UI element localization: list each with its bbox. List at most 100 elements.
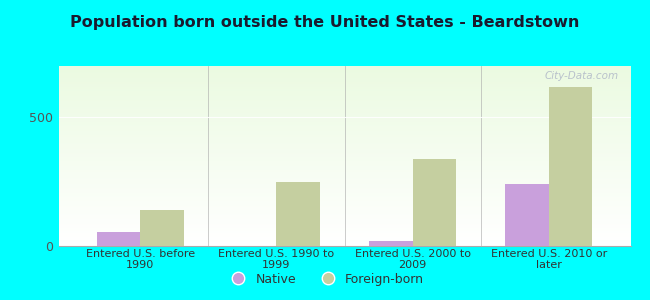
Bar xyxy=(58,235,630,236)
Bar xyxy=(58,181,630,182)
Bar xyxy=(58,191,630,192)
Bar xyxy=(58,221,630,222)
Bar xyxy=(58,116,630,117)
Bar xyxy=(58,153,630,154)
Bar xyxy=(58,135,630,136)
Bar xyxy=(58,236,630,237)
Bar xyxy=(58,231,630,232)
Bar xyxy=(58,239,630,240)
Bar xyxy=(58,72,630,73)
Bar xyxy=(58,117,630,118)
Bar xyxy=(58,226,630,227)
Bar xyxy=(58,99,630,100)
Bar xyxy=(58,105,630,106)
Bar xyxy=(58,161,630,162)
Bar xyxy=(58,144,630,145)
Bar xyxy=(58,79,630,80)
Bar xyxy=(58,81,630,82)
Bar xyxy=(58,78,630,79)
Text: Population born outside the United States - Beardstown: Population born outside the United State… xyxy=(70,15,580,30)
Bar xyxy=(58,138,630,139)
Bar xyxy=(58,193,630,194)
Bar xyxy=(58,86,630,87)
Bar xyxy=(58,183,630,184)
Bar xyxy=(58,197,630,198)
Bar xyxy=(369,242,413,246)
Bar xyxy=(140,210,184,246)
Bar xyxy=(58,97,630,98)
Bar xyxy=(58,76,630,77)
Bar xyxy=(58,210,630,211)
Bar xyxy=(58,68,630,69)
Bar xyxy=(58,217,630,218)
Bar xyxy=(58,211,630,212)
Bar xyxy=(58,175,630,176)
Bar xyxy=(58,233,630,234)
Bar xyxy=(58,150,630,151)
Bar xyxy=(58,223,630,224)
Bar xyxy=(58,127,630,128)
Bar xyxy=(58,187,630,188)
Bar xyxy=(58,202,630,203)
Bar xyxy=(58,186,630,187)
Bar xyxy=(58,237,630,238)
Bar xyxy=(58,157,630,158)
Bar xyxy=(58,212,630,213)
Bar xyxy=(58,147,630,148)
Bar xyxy=(58,169,630,170)
Bar xyxy=(58,89,630,90)
Bar xyxy=(58,196,630,197)
Bar xyxy=(58,91,630,92)
Bar xyxy=(58,209,630,210)
Bar xyxy=(58,164,630,165)
Bar xyxy=(58,75,630,76)
Bar xyxy=(58,225,630,226)
Bar xyxy=(58,220,630,221)
Bar xyxy=(58,137,630,138)
Bar xyxy=(58,243,630,244)
Bar xyxy=(58,109,630,110)
Bar xyxy=(58,162,630,163)
Bar xyxy=(58,96,630,97)
Bar xyxy=(58,151,630,152)
Bar xyxy=(58,232,630,233)
Bar xyxy=(58,167,630,168)
Bar xyxy=(58,206,630,207)
Bar xyxy=(58,174,630,175)
Bar xyxy=(58,177,630,178)
Bar xyxy=(58,214,630,215)
Bar xyxy=(58,158,630,159)
Bar xyxy=(58,112,630,113)
Bar xyxy=(413,159,456,246)
Bar xyxy=(58,115,630,116)
Bar xyxy=(58,242,630,243)
Bar xyxy=(58,148,630,149)
Bar xyxy=(58,163,630,164)
Bar xyxy=(58,159,630,160)
Bar xyxy=(58,143,630,144)
Bar xyxy=(58,152,630,153)
Bar xyxy=(58,145,630,146)
Legend: Native, Foreign-born: Native, Foreign-born xyxy=(221,268,429,291)
Bar xyxy=(58,134,630,135)
Bar xyxy=(58,168,630,169)
Bar xyxy=(58,224,630,225)
Bar xyxy=(58,66,630,67)
Bar xyxy=(58,126,630,127)
Bar xyxy=(58,139,630,140)
Bar xyxy=(58,185,630,186)
Bar xyxy=(58,160,630,161)
Bar xyxy=(58,160,630,161)
Bar xyxy=(58,111,630,112)
Bar xyxy=(58,84,630,85)
Bar xyxy=(58,166,630,167)
Bar xyxy=(58,124,630,125)
Bar xyxy=(58,128,630,129)
Bar xyxy=(58,102,630,103)
Bar xyxy=(58,93,630,94)
Bar xyxy=(58,234,630,235)
Bar xyxy=(58,71,630,72)
Bar xyxy=(58,94,630,95)
Bar xyxy=(58,82,630,83)
Bar xyxy=(58,208,630,209)
